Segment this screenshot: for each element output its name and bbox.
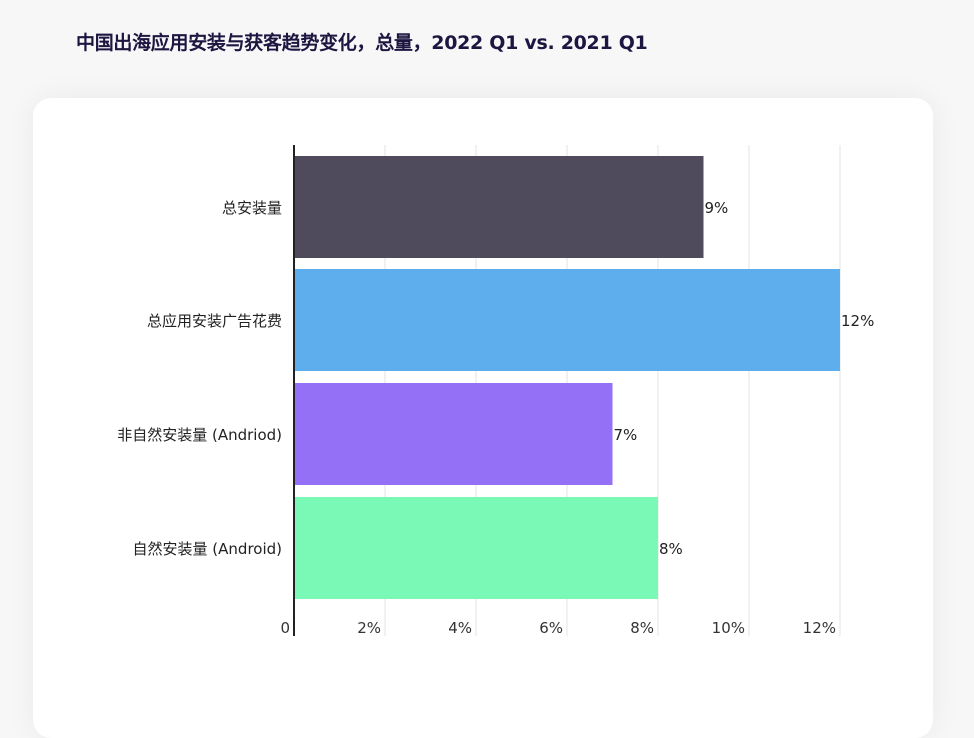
category-label: 自然安装量 (Android)	[133, 540, 282, 558]
x-tick-label: 8%	[630, 619, 654, 637]
category-label: 总安装量	[222, 199, 282, 217]
chart-title: 中国出海应用安装与获客趋势变化，总量，2022 Q1 vs. 2021 Q1	[76, 32, 648, 54]
x-tick-label: 0	[280, 619, 290, 637]
category-label: 非自然安装量 (Andriod)	[117, 426, 282, 444]
category-label: 总应用安装广告花费	[147, 312, 282, 330]
data-label: 7%	[614, 426, 638, 444]
x-tick-label: 6%	[539, 619, 563, 637]
data-label: 12%	[841, 312, 874, 330]
x-tick-label: 12%	[803, 619, 836, 637]
x-tick-label: 4%	[448, 619, 472, 637]
bar-chart: 0 2% 4% 6% 8% 10% 12% 9% 总安装量 12% 总应用安装广告花费 7% 非自然安装…	[117, 145, 874, 637]
bar	[294, 383, 613, 485]
bar	[294, 497, 658, 599]
bar	[294, 269, 840, 371]
x-tick-label: 2%	[357, 619, 381, 637]
data-label: 9%	[705, 199, 729, 217]
data-label: 8%	[659, 540, 683, 558]
x-tick-label: 10%	[712, 619, 745, 637]
bar	[294, 156, 704, 258]
